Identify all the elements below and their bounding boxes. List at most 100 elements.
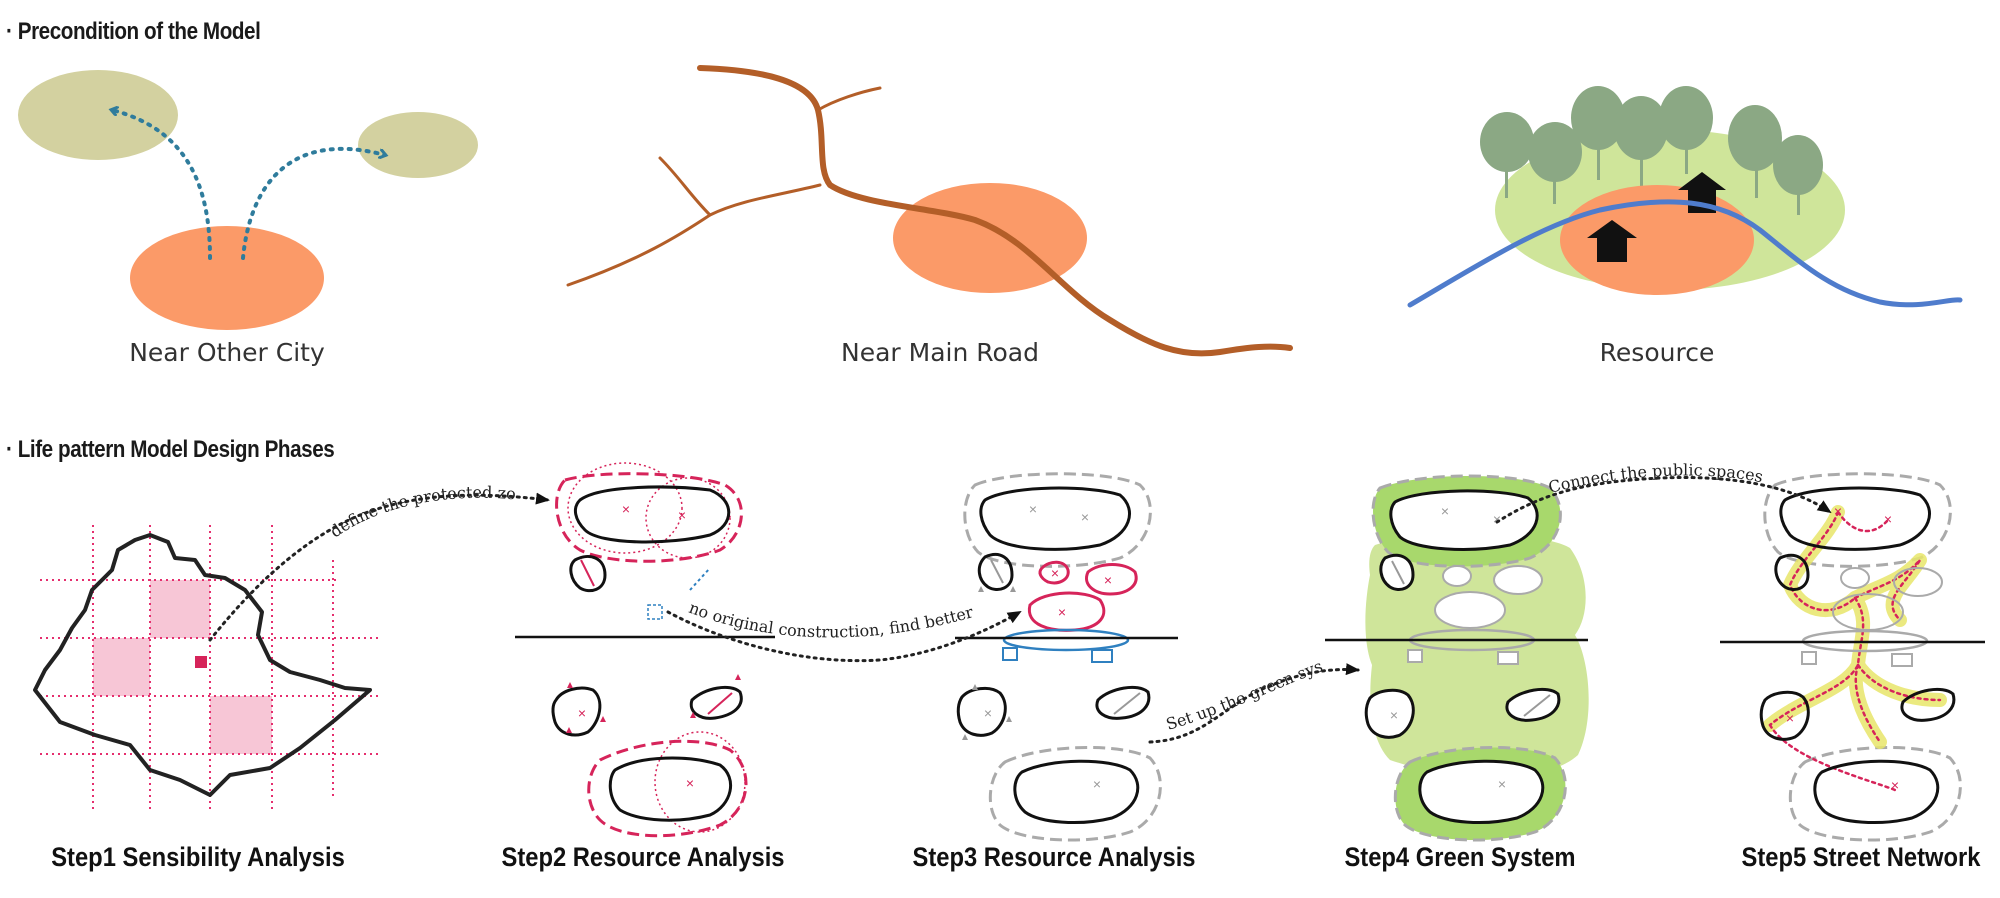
- step3-label: Step3 Resource Analysis: [912, 842, 1196, 872]
- phases-title: · Life pattern Model Design Phases: [6, 436, 335, 463]
- arrow-green-system: [1148, 663, 1360, 744]
- precondition-near-main-road: [566, 65, 1293, 357]
- precondition-resource: [1407, 86, 1963, 308]
- settlement-block: [1813, 759, 1940, 825]
- branch-road: [658, 156, 712, 217]
- resource-triangle: [690, 674, 741, 718]
- water-body: [1002, 628, 1130, 652]
- resource-cluster: [1085, 563, 1138, 596]
- buffer-zone: [988, 745, 1162, 842]
- label-resource: Resource: [1599, 338, 1715, 367]
- resource-cluster: [1038, 560, 1070, 585]
- water-square: [1801, 651, 1817, 665]
- town-core: [130, 226, 324, 330]
- branch-road: [566, 183, 822, 287]
- annotation-connect-spaces: Connect the public spaces: [1546, 460, 1764, 496]
- resource-mark: ×: [1104, 572, 1112, 588]
- label-near-other-city: Near Other City: [129, 338, 325, 367]
- buffer-zone: [963, 472, 1152, 568]
- open-space: [1493, 565, 1543, 595]
- water-square: [1002, 647, 1018, 661]
- annotation-arrows: [208, 476, 1832, 744]
- protected-zone-outline: [654, 731, 746, 833]
- buffer-zone: [1763, 472, 1952, 568]
- water-square: [1091, 649, 1113, 663]
- open-space: [1893, 567, 1943, 597]
- arrow-no-construction: [666, 610, 1022, 663]
- step2-diagram: × × × ×: [515, 462, 775, 838]
- resource-line: [580, 559, 595, 587]
- water-square: [1891, 653, 1913, 667]
- settlement-block: [551, 686, 602, 737]
- arrow-connect-spaces: [1495, 476, 1832, 524]
- resource-mark: ×: [1786, 710, 1794, 726]
- resource-mark: ×: [1834, 503, 1842, 519]
- settlement-block: [1013, 759, 1140, 825]
- settlement-block: [1774, 553, 1810, 591]
- precondition-title: · Precondition of the Model: [6, 18, 261, 45]
- settlement-block: [1779, 486, 1931, 551]
- resource-mark: ×: [1884, 511, 1892, 527]
- settlement-block: [1095, 685, 1151, 720]
- house-icon: [1587, 220, 1637, 262]
- resource-triangle: [566, 682, 606, 733]
- water-square: [1407, 649, 1423, 663]
- highlight-cell: [93, 638, 150, 696]
- resource-line: [1113, 692, 1141, 715]
- resource-cluster: [1027, 591, 1106, 632]
- open-space: [1840, 567, 1870, 589]
- resource-mark: ×: [1058, 604, 1066, 620]
- settlement-block: [569, 555, 607, 593]
- water-square: [1497, 651, 1519, 665]
- step1-label: Step1 Sensibility Analysis: [51, 842, 345, 872]
- resource-line: [1391, 560, 1405, 585]
- open-space: [1434, 591, 1506, 629]
- step4-diagram: × × × ×: [1325, 474, 1589, 842]
- water-line: [689, 567, 711, 591]
- resource-mark: ×: [1441, 503, 1449, 519]
- neighbor-city-left: [18, 70, 178, 160]
- protected-zone-boundary: [587, 739, 748, 838]
- analysis-grid: [40, 525, 380, 810]
- protected-zone-boundary: [555, 472, 743, 563]
- resource-mark: ×: [1093, 776, 1101, 792]
- settlement-block: [608, 756, 732, 822]
- branch-road: [816, 86, 882, 112]
- settlement-block: [1900, 687, 1956, 722]
- highlight-cell: [210, 696, 272, 754]
- arrow-define-zone: [208, 492, 550, 642]
- resource-mark: ×: [1029, 501, 1037, 517]
- step1-diagram: [33, 525, 380, 810]
- resource-mark: ×: [686, 775, 694, 791]
- resource-mark: ×: [984, 705, 992, 721]
- open-space: [1442, 565, 1472, 587]
- step3-diagram: × × × × × × ×: [955, 472, 1178, 842]
- water-square: [647, 604, 663, 620]
- step5-diagram: × × × ×: [1720, 472, 1985, 842]
- resource-triangle: [978, 586, 1016, 592]
- settlement-block: [979, 486, 1131, 551]
- street-network: [1768, 510, 1942, 792]
- river: [1407, 199, 1963, 308]
- label-near-main-road: Near Main Road: [841, 338, 1039, 367]
- resource-mark: ×: [1493, 511, 1501, 527]
- resource-mark: ×: [578, 705, 586, 721]
- resource-line: [1523, 694, 1551, 717]
- resource-mark: ×: [1081, 509, 1089, 525]
- highlight-cell: [150, 580, 210, 638]
- resource-mark: ×: [622, 501, 630, 517]
- protected-zone-outline: [645, 477, 731, 559]
- neighbor-city-right: [358, 112, 478, 178]
- forest: [1480, 86, 1823, 215]
- settlement-block: [977, 552, 1014, 591]
- step2-label: Step2 Resource Analysis: [501, 842, 785, 872]
- settlement-block: [573, 485, 731, 544]
- precondition-near-other-city: [18, 70, 478, 330]
- region-boundary: [33, 533, 372, 797]
- settlement-block: [1389, 489, 1539, 551]
- step5-label: Step5 Street Network: [1741, 842, 1981, 872]
- settlement-block: [1364, 688, 1415, 739]
- connection-arrow-right: [241, 146, 385, 260]
- resource-line: [707, 692, 733, 715]
